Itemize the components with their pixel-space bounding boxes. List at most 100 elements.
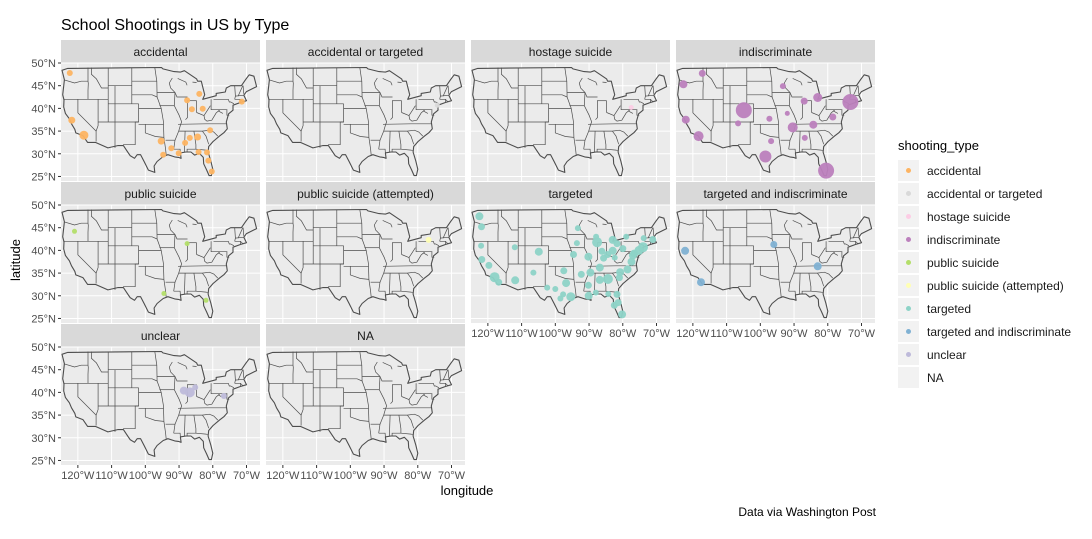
x-tick-label: 70°W [848, 328, 876, 340]
data-point [512, 244, 518, 250]
y-tick-label: 45°N [31, 81, 56, 93]
x-tick-label: 90°W [781, 328, 809, 340]
data-point [629, 251, 637, 259]
data-point [612, 255, 618, 261]
legend-item-na: NA [898, 367, 944, 388]
y-tick-label: 25°N [31, 171, 56, 183]
data-point [176, 150, 182, 156]
data-point [616, 274, 623, 281]
data-point [426, 237, 432, 243]
legend-item-public-suicide: public suicide [898, 252, 999, 273]
y-tick-label: 45°N [31, 223, 56, 235]
data-point [770, 241, 777, 248]
data-point [735, 120, 741, 126]
y-axis-title: latitude [8, 239, 23, 281]
data-point [72, 229, 77, 234]
data-point [829, 114, 836, 121]
legend-item-unclear: unclear [898, 344, 966, 365]
legend-label: unclear [927, 348, 966, 362]
data-point [161, 291, 166, 296]
facet-panel-indiscriminate: indiscriminate [676, 40, 875, 181]
x-tick-label: 100°W [539, 328, 573, 340]
legend-swatch [906, 168, 911, 173]
caption: Data via Washington Post [738, 505, 876, 519]
x-tick-label: 110°W [95, 470, 128, 482]
data-point [239, 99, 245, 105]
legend-swatch [906, 352, 911, 357]
data-point [759, 151, 771, 163]
x-tick-label: 120°W [676, 328, 710, 340]
data-point [801, 98, 808, 105]
x-tick-label: 100°W [744, 328, 778, 340]
legend-item-accidental-or-targeted: accidental or targeted [898, 183, 1042, 204]
y-tick-label: 35°N [31, 410, 56, 422]
data-point [478, 223, 485, 230]
x-tick-label: 80°W [199, 470, 227, 482]
data-point [207, 127, 213, 133]
data-point [766, 116, 772, 122]
facet-strip-label: indiscriminate [739, 45, 813, 59]
data-point [785, 111, 790, 116]
data-point [194, 134, 201, 141]
x-tick-label: 80°W [814, 328, 842, 340]
legend-swatch [906, 237, 911, 242]
facet-strip-label: public suicide (attempted) [297, 187, 434, 201]
data-point [842, 94, 858, 110]
data-point [160, 152, 166, 158]
data-point [478, 243, 484, 249]
facet-strip-label: targeted and indiscriminate [703, 187, 847, 201]
data-point [221, 393, 227, 399]
y-tick-label: 30°N [31, 291, 56, 303]
data-point [681, 247, 689, 255]
y-tick-label: 25°N [31, 313, 56, 325]
legend-label: targeted [927, 302, 971, 316]
y-tick-label: 30°N [31, 149, 56, 161]
legend-label: indiscriminate [927, 233, 1001, 247]
x-tick-label: 110°W [300, 470, 333, 482]
data-point [649, 236, 656, 243]
legend-label: hostage suicide [927, 210, 1011, 224]
data-point [697, 278, 705, 286]
data-point [813, 93, 822, 102]
data-point [596, 276, 604, 284]
data-point [475, 212, 483, 220]
legend-item-public-suicide-attempted: public suicide (attempted) [898, 275, 1064, 296]
data-point [736, 102, 752, 118]
data-point [184, 97, 190, 103]
data-point [818, 163, 834, 179]
data-point [560, 267, 567, 274]
y-tick-label: 50°N [31, 58, 56, 70]
data-point [604, 251, 611, 258]
facet-panel-hostage-suicide: hostage suicide [471, 40, 670, 181]
legend-swatch [906, 191, 911, 196]
data-point [182, 140, 188, 146]
data-point [544, 285, 550, 291]
legend-swatch [906, 260, 911, 265]
data-point [682, 116, 690, 124]
data-point [187, 135, 193, 141]
data-point [593, 290, 599, 296]
y-tick-label: 25°N [31, 455, 56, 467]
data-point [605, 291, 611, 297]
legend-label: targeted and indiscriminate [927, 325, 1071, 339]
legend-item-accidental: accidental [898, 160, 981, 181]
data-point [584, 253, 592, 261]
chart-title: School Shootings in US by Type [61, 17, 289, 34]
data-point [68, 117, 75, 124]
facet-panels: accidental50°N45°N40°N35°N30°N25°Naccide… [31, 40, 875, 482]
data-point [788, 122, 798, 132]
data-point [196, 91, 202, 97]
data-point [185, 241, 190, 246]
data-point [566, 292, 575, 301]
legend-item-hostage-suicide: hostage suicide [898, 206, 1011, 227]
x-tick-label: 110°W [710, 328, 743, 340]
y-tick-label: 45°N [31, 365, 56, 377]
data-point [435, 103, 440, 108]
x-tick-label: 70°W [438, 470, 466, 482]
legend-swatch [906, 214, 911, 219]
